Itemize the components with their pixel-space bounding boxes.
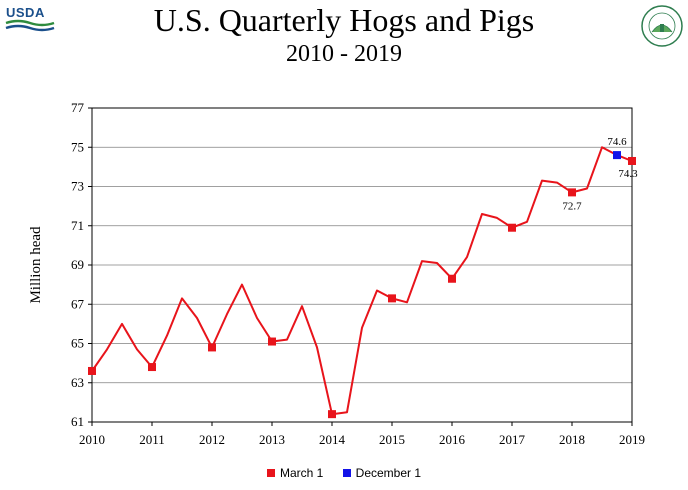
- y-tick-label-69: 69: [71, 257, 84, 272]
- legend-swatch-march: [266, 469, 275, 477]
- legend-label-march: March 1: [279, 466, 324, 480]
- data-labels: 74.6 74.3 72.7: [562, 136, 638, 212]
- chart-title: U.S. Quarterly Hogs and Pigs: [153, 2, 535, 38]
- y-tick-label-73: 73: [71, 179, 84, 194]
- data-label-74.3: 74.3: [618, 168, 638, 180]
- x-tick-label-2018: 2018: [559, 432, 585, 447]
- y-tick-label-77: 77: [71, 100, 85, 115]
- x-tick-label-2014: 2014: [319, 432, 346, 447]
- legend: March 1 December 1: [0, 466, 688, 480]
- legend-label-december: December 1: [355, 466, 422, 480]
- marker-march-1-2016: [448, 274, 456, 283]
- marker-march-1-2013: [268, 337, 276, 346]
- marker-december-1-2018.75: [613, 151, 621, 160]
- marker-march-1-2017: [508, 223, 516, 232]
- series-line: [91, 146, 633, 416]
- x-tick-label-2013: 2013: [259, 432, 285, 447]
- y-tick-label-61: 61: [71, 414, 84, 429]
- y-tick-label-75: 75: [71, 139, 84, 154]
- y-tick-label-63: 63: [71, 375, 84, 390]
- x-axis-ticks: 2010 2011 2012 2013 2014 2015 2016 2017 2018 2019: [79, 422, 645, 447]
- data-label-72.7: 72.7: [562, 200, 582, 212]
- y-axis-ticks: 61 63 65 67 69 71 73 75 77: [71, 100, 92, 429]
- nass-seal-logo: [641, 5, 683, 47]
- x-tick-label-2012: 2012: [199, 432, 225, 447]
- x-tick-label-2019: 2019: [619, 432, 645, 447]
- y-axis-label: Million head: [28, 226, 44, 304]
- chart-subtitle: 2010 - 2019: [286, 41, 402, 67]
- x-tick-label-2015: 2015: [379, 432, 405, 447]
- marker-march-1-2015: [388, 294, 396, 303]
- marker-march-1-2018: [568, 188, 576, 197]
- legend-swatch-december: [342, 469, 351, 477]
- marker-march-1-2014: [328, 410, 336, 419]
- x-tick-label-2010: 2010: [79, 432, 105, 447]
- data-label-74.6: 74.6: [607, 136, 627, 148]
- markers: [88, 151, 636, 419]
- legend-item-december: December 1: [342, 466, 422, 480]
- marker-march-1-2011: [148, 363, 156, 372]
- y-tick-label-65: 65: [71, 336, 84, 351]
- usda-logo-text: USDA: [6, 5, 45, 20]
- legend-item-march: March 1: [266, 466, 324, 480]
- grid-lines: [92, 146, 632, 384]
- y-tick-label-67: 67: [71, 296, 85, 311]
- x-tick-label-2016: 2016: [439, 432, 466, 447]
- marker-march-1-2010: [88, 366, 96, 375]
- y-tick-label-71: 71: [71, 218, 84, 233]
- usda-logo: USDA: [5, 5, 55, 32]
- marker-march-1-2012: [208, 343, 216, 352]
- x-tick-label-2017: 2017: [499, 432, 526, 447]
- x-tick-label-2011: 2011: [139, 432, 165, 447]
- marker-march-1-2019: [628, 156, 636, 165]
